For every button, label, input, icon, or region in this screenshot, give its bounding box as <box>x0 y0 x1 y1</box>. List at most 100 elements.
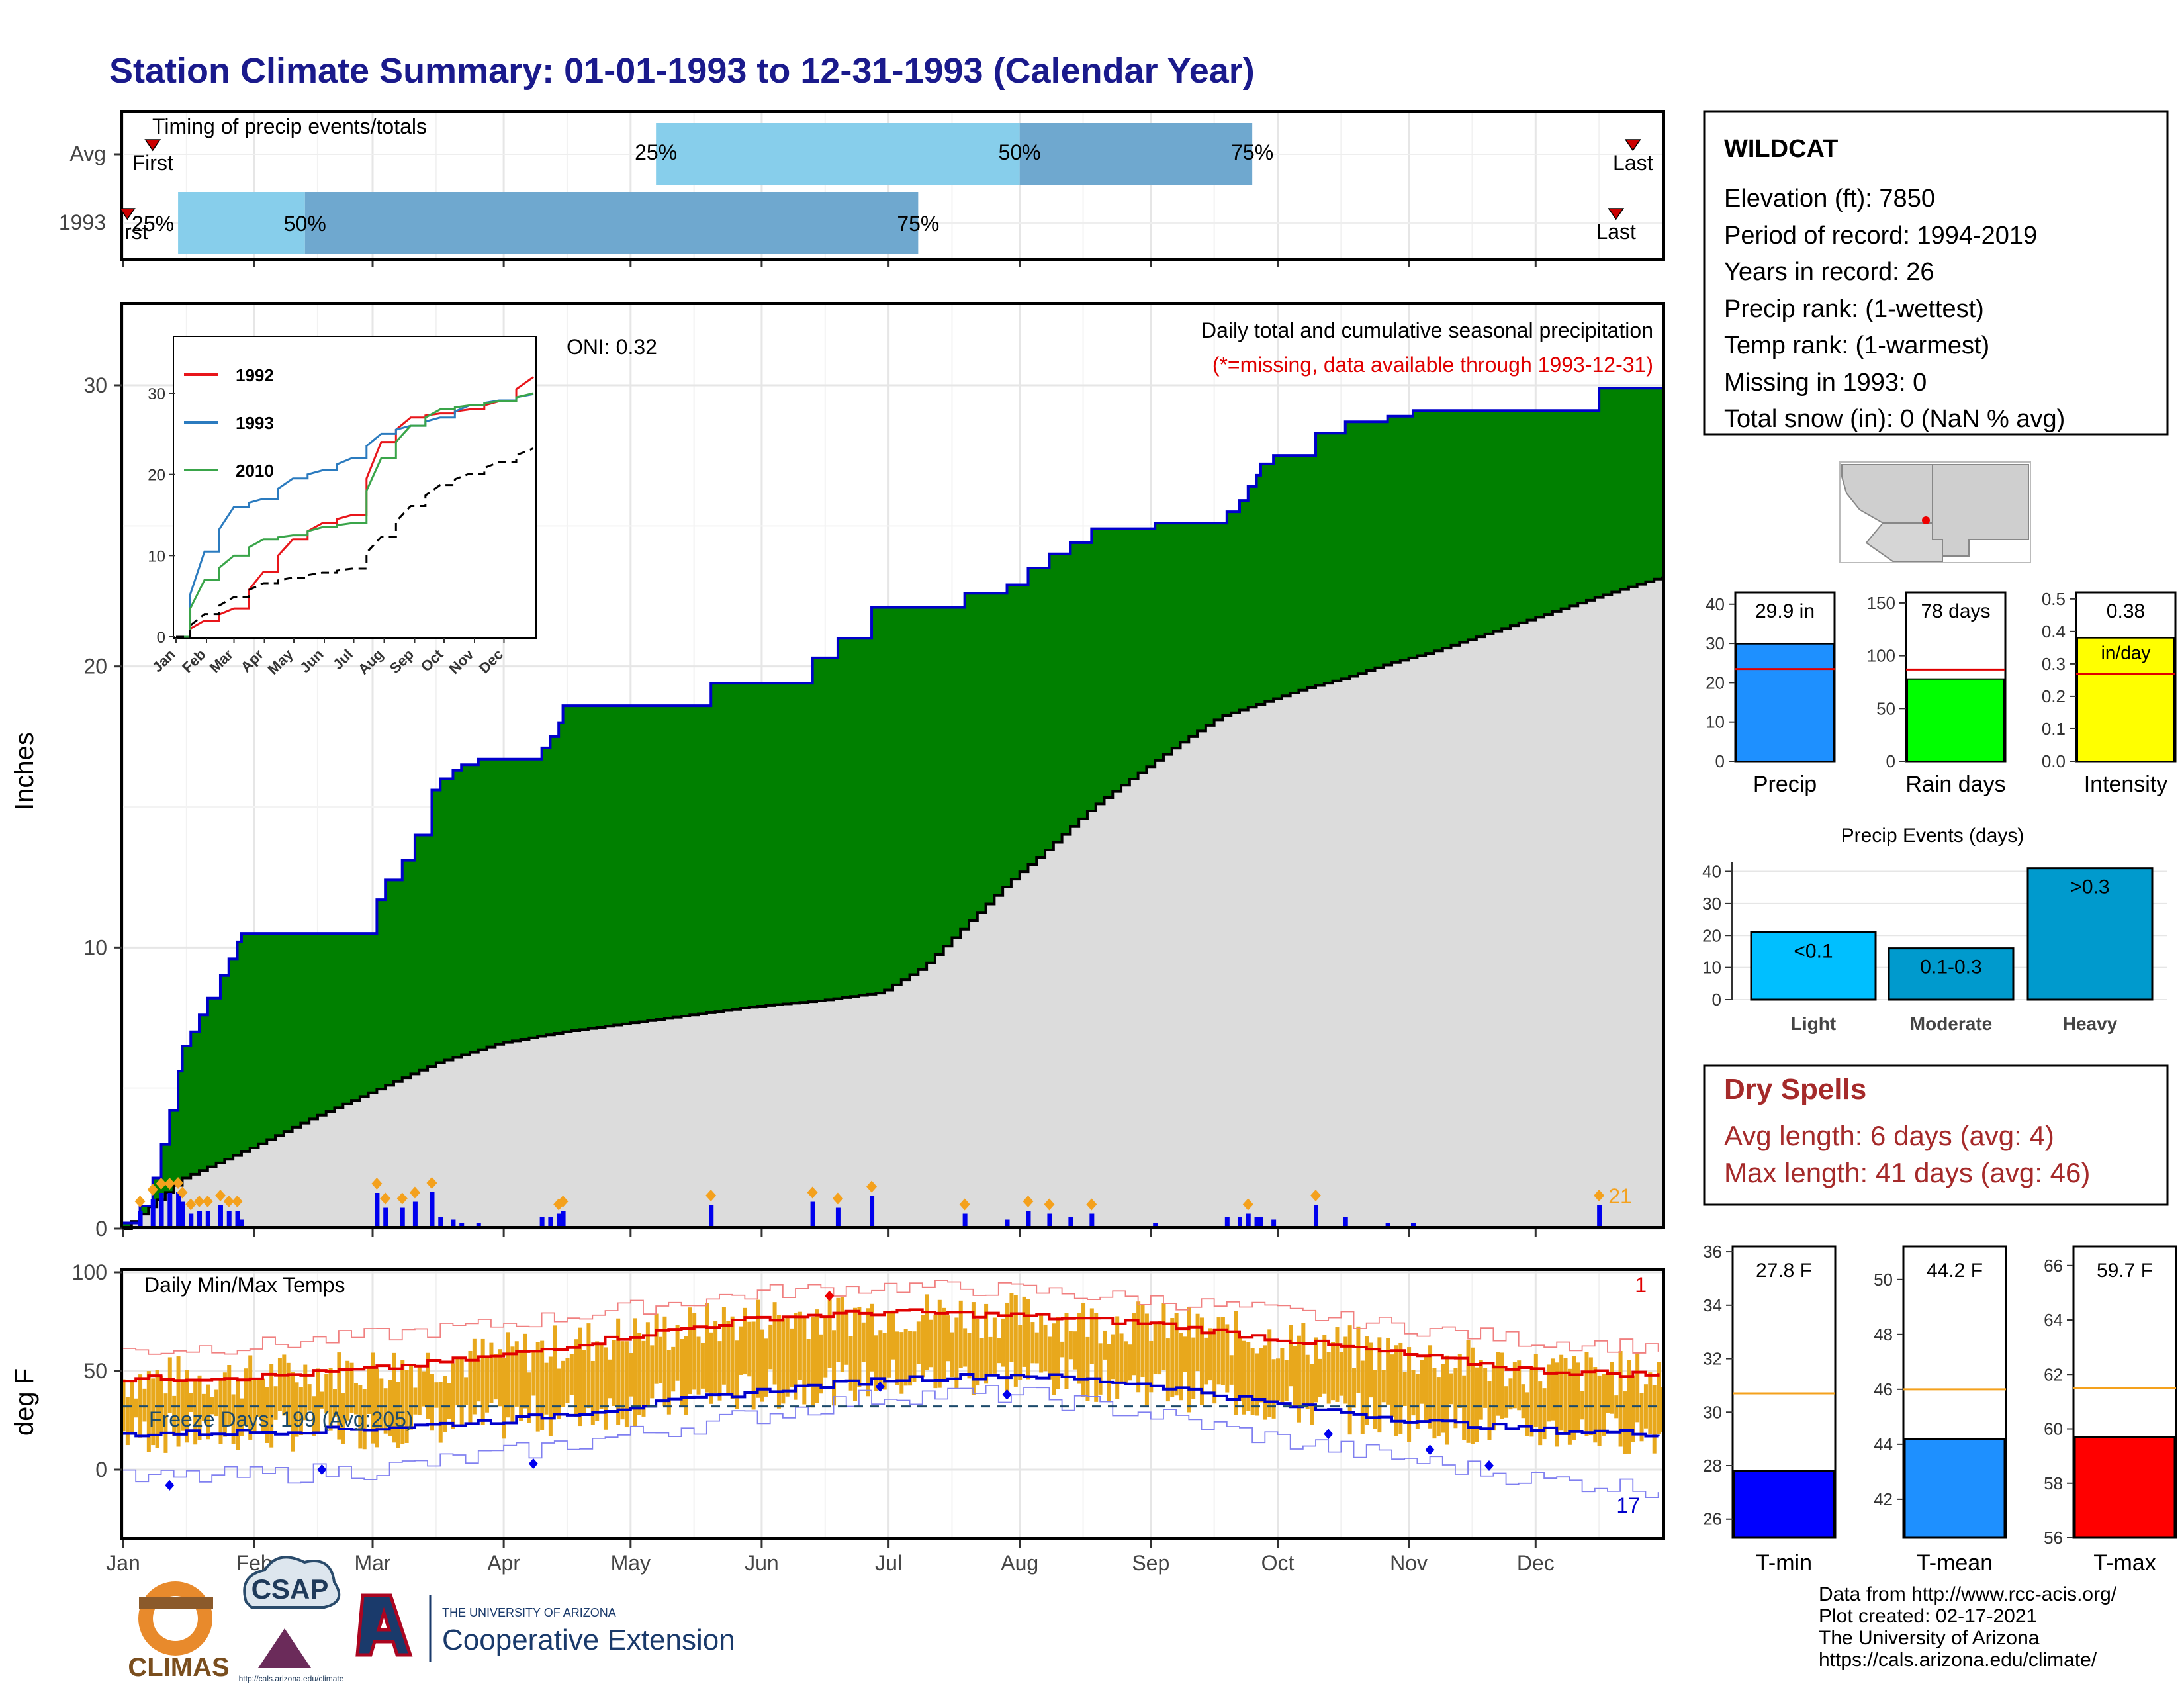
temp-daily-bar <box>1500 1352 1504 1419</box>
temp-daily-bar <box>388 1380 392 1436</box>
temp-daily-bar <box>1563 1358 1568 1435</box>
events-bar-heavy <box>2026 867 2154 1001</box>
events-bar-light <box>1750 931 1877 1001</box>
temp-daily-bar <box>180 1382 185 1431</box>
temp-daily-bar <box>413 1387 418 1415</box>
temp-daily-bar <box>1356 1326 1361 1393</box>
precip-daily-bar <box>205 1211 210 1229</box>
events-bar-label-0: <0.1 <box>1794 940 1833 962</box>
temp-daily-bar <box>324 1374 329 1414</box>
events-tick-label-1: 10 <box>1702 958 1721 978</box>
inset-line-1992 <box>176 376 534 638</box>
temp-daily-bar <box>430 1374 434 1431</box>
temp-daily-bar <box>1301 1323 1306 1407</box>
temp-daily-bar <box>1259 1348 1263 1403</box>
month-label-Mar: Mar <box>354 1551 390 1575</box>
precip-daily-bar <box>1271 1219 1277 1229</box>
avg-bar-25-50 <box>656 123 1020 185</box>
precip-average-line <box>123 576 1664 1230</box>
month-label-Jul: Jul <box>875 1551 902 1575</box>
precip-daily-max-diamond <box>866 1180 878 1193</box>
precip-daily-max-diamond <box>232 1196 243 1207</box>
temp-y-label: deg F <box>10 1368 39 1436</box>
temp-daily-bar <box>705 1303 709 1393</box>
events-tick-label-0: 0 <box>1712 990 1721 1009</box>
temp-record-low-diamond-7 <box>1484 1460 1494 1472</box>
temp-daily-bar <box>1255 1353 1259 1416</box>
timing-panel: Timing of precip events/totals Avg 1993 … <box>0 110 1665 267</box>
footer: CLIMAS CSAP http://cals.arizona.edu/clim… <box>128 1556 2117 1683</box>
precip-daily-max-diamond <box>380 1192 391 1205</box>
temp-daily-bar <box>193 1380 198 1445</box>
temp-daily-bar <box>976 1319 980 1386</box>
temp-daily-bar <box>464 1377 469 1405</box>
station-location-dot <box>1922 516 1930 524</box>
temp-daily-bar <box>1441 1364 1445 1433</box>
temp-daily-bar <box>514 1341 519 1407</box>
timing-title: Timing of precip events/totals <box>152 115 427 138</box>
temp-daily-bar <box>227 1365 232 1426</box>
rain_days-value: 78 days <box>1921 600 1990 622</box>
temp-daily-bar <box>189 1393 193 1412</box>
tmax-tick-label-1: 58 <box>2044 1474 2063 1493</box>
temp-daily-bar <box>510 1346 515 1425</box>
precip-daily-bar <box>810 1201 815 1229</box>
temp-daily-bar <box>624 1341 629 1428</box>
temp-daily-bar <box>540 1340 545 1430</box>
temp-daily-bar <box>1085 1336 1090 1401</box>
precip-frame <box>120 302 1665 1229</box>
inset-xtick-label-Mar: Mar <box>206 646 237 677</box>
temp-daily-bar <box>781 1318 786 1404</box>
precip-daily-bar <box>870 1196 875 1229</box>
temp-summary-bars: 27.8 F 26 28 30 32 34 36 T-min 44.2 F 42 44 46 48 50 T… <box>1703 1242 2177 1575</box>
precip-y-label: Inches <box>10 732 39 810</box>
temp-daily-bar <box>878 1330 883 1387</box>
temp-daily-bar <box>345 1360 350 1421</box>
y1993-marker-label-last: Last <box>1596 220 1636 244</box>
rain_days-tick-label-2: 100 <box>1867 646 1895 666</box>
temp-daily-bar <box>472 1338 477 1415</box>
temp-daily-bar <box>498 1349 502 1407</box>
temp-daily-bar <box>1144 1313 1149 1406</box>
temp-daily-bar <box>679 1338 684 1407</box>
temp-daily-bar <box>1652 1385 1657 1454</box>
temp-daily-bar <box>616 1318 621 1425</box>
precip-daily-bar <box>1597 1205 1602 1229</box>
temp-daily-bar <box>1103 1330 1107 1360</box>
temp-daily-bar <box>1005 1302 1010 1393</box>
precip-daily-max-diamond <box>1023 1196 1034 1207</box>
temp-daily-bar <box>1347 1325 1352 1435</box>
temp-title: Daily Min/Max Temps <box>144 1273 345 1297</box>
precip-tick-label-1: 10 <box>1706 712 1725 732</box>
summary-bars: 29.9 in 0 10 20 30 40 Precip 78 days 0 50 100 150 Ra… <box>1706 589 2177 797</box>
temp-daily-bar <box>565 1358 570 1403</box>
temp-daily-bar <box>1212 1329 1217 1404</box>
precip-tick-label-2: 20 <box>1706 673 1725 692</box>
temp-daily-bar <box>172 1395 177 1436</box>
temp-daily-bar <box>1331 1342 1336 1401</box>
temp-daily-bar <box>396 1382 400 1448</box>
temp-daily-bar <box>1115 1316 1120 1399</box>
csap-logo: CSAP http://cals.arizona.edu/climate <box>239 1556 344 1683</box>
temp-daily-bar <box>794 1313 798 1400</box>
tmax-tick-label-3: 62 <box>2044 1364 2063 1384</box>
temp-daily-bar <box>1576 1362 1580 1430</box>
temp-daily-bar <box>1098 1343 1103 1395</box>
events-tick-label-3: 30 <box>1702 894 1721 914</box>
inset-xtick-label-Aug: Aug <box>355 646 387 678</box>
precip-daily-bar <box>1254 1217 1259 1229</box>
inset-xtick-label-Feb: Feb <box>179 646 208 676</box>
temp-daily-bar <box>735 1340 739 1409</box>
inset-ytick-label-0: 0 <box>157 629 165 647</box>
precip-daily-max-diamond <box>173 1177 184 1189</box>
intensity-label: Intensity <box>2084 772 2168 797</box>
temp-daily-bar <box>155 1370 159 1449</box>
temp-daily-bar <box>1508 1378 1513 1410</box>
temp-frame <box>120 1268 1665 1540</box>
temp-daily-bar <box>197 1375 202 1440</box>
tmin-tick-label-4: 34 <box>1703 1295 1722 1315</box>
temp-record-low-diamond-0 <box>165 1479 175 1491</box>
precip-daily-max-diamond <box>557 1196 569 1207</box>
